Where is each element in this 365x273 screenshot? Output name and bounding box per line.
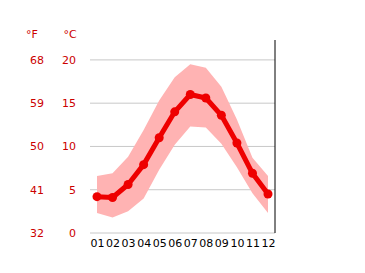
axis-line xyxy=(46,41,47,234)
tick-label: 05 xyxy=(153,237,167,250)
tick-label: 09 xyxy=(215,237,229,250)
tick: 01 xyxy=(90,233,104,250)
tick-label: 41 xyxy=(30,184,44,197)
tick: 10 xyxy=(62,140,78,153)
plot-area xyxy=(92,64,272,217)
tick: 50 xyxy=(30,140,46,153)
grid-line xyxy=(90,59,275,60)
marker xyxy=(217,111,226,120)
marker xyxy=(108,193,117,202)
marker xyxy=(232,138,241,147)
tick: 5 xyxy=(69,184,78,197)
marker xyxy=(92,192,101,201)
tick-label: 06 xyxy=(168,237,182,250)
tick-label: 68 xyxy=(30,54,44,67)
tick: 12 xyxy=(262,233,276,250)
tick: 0 xyxy=(69,227,78,240)
frame-line xyxy=(275,40,276,233)
marker xyxy=(155,133,164,142)
tick-label: 10 xyxy=(230,237,244,250)
tick-label: 07 xyxy=(184,237,198,250)
tick: 09 xyxy=(215,233,229,250)
tick: 11 xyxy=(246,233,260,250)
tick-label: 08 xyxy=(199,237,213,250)
temperature-range xyxy=(97,64,268,217)
tick: 41 xyxy=(30,184,46,197)
tick: 08 xyxy=(199,233,213,250)
temperature-line xyxy=(97,95,268,198)
tick-label: 5 xyxy=(69,184,76,197)
grid-line xyxy=(90,233,275,234)
marker xyxy=(248,169,257,178)
tick-label: 12 xyxy=(262,237,276,250)
axis-line xyxy=(78,41,79,234)
y-axis-title: °C xyxy=(63,28,77,41)
marker xyxy=(139,160,148,169)
tick: 04 xyxy=(137,233,151,250)
marker xyxy=(170,107,179,116)
tick-label: 02 xyxy=(106,237,120,250)
x-axis: 010203040506070809101112 xyxy=(90,233,275,250)
tick-label: 0 xyxy=(69,227,76,240)
y-axis: 0 5 10 15 20 xyxy=(62,41,79,241)
tick: 03 xyxy=(122,233,136,250)
tick: 05 xyxy=(153,233,167,250)
tick-label: 03 xyxy=(122,237,136,250)
tick: 68 xyxy=(30,54,46,67)
tick-label: 59 xyxy=(30,97,44,110)
tick: 59 xyxy=(30,97,46,110)
tick: 06 xyxy=(168,233,182,250)
y2-axis: 32 41 50 59 68 xyxy=(30,41,47,241)
tick-label: 01 xyxy=(90,237,104,250)
tick: 02 xyxy=(106,233,120,250)
tick-label: 32 xyxy=(30,227,44,240)
marker xyxy=(124,180,133,189)
tick: 20 xyxy=(62,54,78,67)
marker xyxy=(201,93,210,102)
grid xyxy=(90,60,275,233)
tick: 07 xyxy=(184,233,198,250)
tick-label: 50 xyxy=(30,140,44,153)
marker xyxy=(264,190,273,199)
tick-label: 04 xyxy=(137,237,151,250)
chart: 0510152032415059680102030405060708091011… xyxy=(0,0,365,273)
tick: 15 xyxy=(62,97,78,110)
axis-line xyxy=(91,233,276,234)
tick-label: 20 xyxy=(62,54,76,67)
tick: 10 xyxy=(230,233,244,250)
y2-axis-title: °F xyxy=(26,28,38,41)
tick-label: 10 xyxy=(62,140,76,153)
tick-label: 15 xyxy=(62,97,76,110)
tick-label: 11 xyxy=(246,237,260,250)
marker xyxy=(186,90,195,99)
tick: 32 xyxy=(30,227,46,240)
